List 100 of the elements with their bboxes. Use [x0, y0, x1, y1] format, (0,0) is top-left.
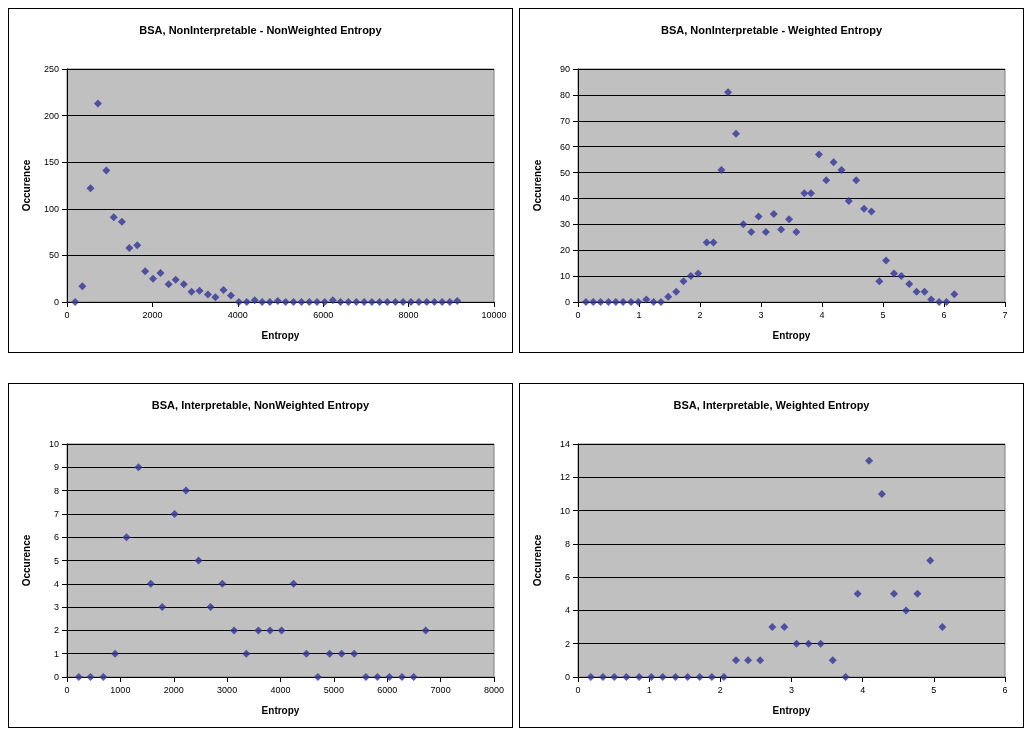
point	[277, 626, 286, 635]
point	[635, 673, 644, 681]
point	[672, 287, 681, 296]
x-tick-label: 2	[717, 684, 723, 695]
point	[837, 165, 846, 174]
point	[430, 298, 439, 306]
point	[117, 217, 126, 226]
y-tick-label: 4	[564, 605, 570, 616]
point	[409, 673, 418, 681]
point	[406, 298, 415, 306]
point	[254, 626, 263, 635]
point	[860, 204, 869, 213]
y-tick-label: 80	[559, 89, 570, 100]
point	[634, 298, 643, 306]
point	[756, 656, 765, 665]
point	[841, 673, 850, 681]
x-tick-label: 1000	[110, 684, 131, 695]
point	[882, 256, 891, 265]
point	[792, 228, 801, 237]
point	[361, 673, 370, 681]
point	[950, 290, 959, 299]
point	[807, 189, 816, 198]
point	[679, 277, 688, 286]
point	[902, 606, 911, 615]
point	[111, 649, 120, 658]
x-tick-label: 2000	[142, 309, 163, 320]
point	[920, 287, 929, 296]
x-tick-label: 5	[931, 684, 937, 695]
x-tick-label: 1	[636, 309, 642, 320]
x-tick-label: 8000	[398, 309, 419, 320]
point	[942, 298, 951, 306]
point	[328, 296, 337, 305]
y-axis-title: Occurence	[20, 159, 32, 212]
point	[179, 280, 188, 289]
y-tick-label: 20	[559, 245, 570, 256]
y-tick-label: 50	[559, 167, 570, 178]
point	[702, 238, 711, 247]
y-axis-title: Occurence	[531, 159, 543, 212]
y-tick-label: 12	[559, 472, 570, 483]
y-tick-label: 6	[53, 532, 59, 543]
point	[445, 298, 454, 306]
point	[438, 298, 447, 306]
point	[935, 298, 944, 306]
point	[350, 649, 359, 658]
point	[337, 649, 346, 658]
x-tick-label: 5000	[323, 684, 344, 695]
point	[695, 673, 704, 681]
y-tick-label: 90	[559, 64, 570, 74]
y-tick-label: 40	[559, 193, 570, 204]
x-tick-label: 4	[860, 684, 866, 695]
x-tick-label: 3	[758, 309, 764, 320]
point	[619, 298, 628, 306]
point	[170, 509, 179, 518]
point	[203, 290, 212, 299]
point	[206, 603, 215, 612]
point	[133, 241, 142, 250]
point	[800, 189, 809, 198]
point	[211, 293, 220, 302]
point	[747, 228, 756, 237]
x-tick-label: 1	[646, 684, 652, 695]
point	[149, 274, 158, 283]
y-tick-label: 60	[559, 141, 570, 152]
point	[93, 99, 102, 108]
point	[373, 673, 382, 681]
x-tick-label: 4000	[270, 684, 291, 695]
y-axis-title: Occurence	[20, 534, 32, 587]
y-tick-label: 10	[48, 439, 59, 449]
point	[586, 673, 595, 681]
point	[739, 220, 748, 229]
y-axis-title: Occurence	[531, 534, 543, 587]
y-tick-label: 0	[564, 672, 570, 682]
point	[658, 673, 667, 681]
x-tick-label: 6000	[313, 309, 334, 320]
x-tick-label: 4	[819, 309, 825, 320]
x-tick-label: 6	[1002, 684, 1008, 695]
point	[281, 298, 290, 306]
x-tick-label: 0	[64, 309, 70, 320]
point	[226, 291, 235, 300]
y-tick-label: 1	[53, 648, 59, 659]
point	[187, 287, 196, 296]
point	[604, 298, 613, 306]
point	[78, 282, 87, 291]
point	[686, 272, 695, 281]
y-tick-label: 10	[559, 271, 570, 282]
point	[360, 298, 369, 306]
point	[875, 277, 884, 286]
point	[146, 579, 155, 588]
point	[71, 298, 80, 306]
point	[258, 298, 267, 306]
point	[422, 298, 431, 306]
point	[731, 656, 740, 665]
point	[218, 579, 227, 588]
point	[912, 287, 921, 296]
point	[754, 212, 763, 221]
y-tick-label: 14	[559, 439, 570, 449]
point	[627, 298, 636, 306]
y-tick-label: 8	[564, 538, 570, 549]
point	[234, 298, 243, 306]
point	[865, 456, 874, 465]
x-axis-title: Entropy	[261, 704, 300, 716]
